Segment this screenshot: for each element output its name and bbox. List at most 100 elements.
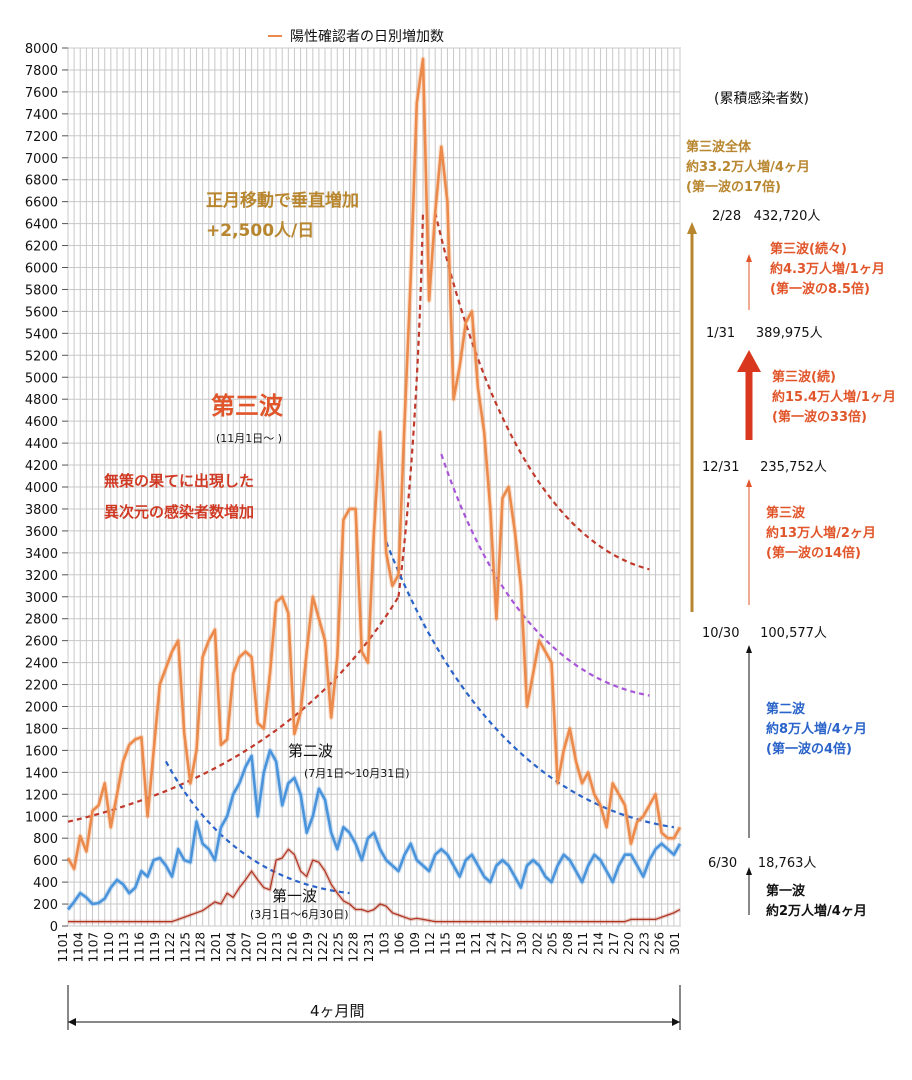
y-tick-label: 4600 (25, 415, 58, 430)
x-tick-label: 1231 (362, 932, 376, 963)
cum-date: 6/30 (708, 856, 738, 871)
third-cont-ratio: (第一波の33倍) (772, 410, 867, 425)
x-tick-label: 124 (484, 932, 498, 955)
musaku-line2: 異次元の感染者数増加 (104, 503, 255, 521)
cumulative-header: (累積感染者数) (714, 91, 809, 107)
cum-row-0630: 6/30 18,763人 (708, 852, 816, 871)
x-tick-label: 1207 (240, 932, 254, 963)
y-tick-label: 2200 (25, 679, 58, 694)
series-line (66, 749, 682, 911)
y-tick-label: 6000 (25, 262, 58, 277)
cum-value: 100,577人 (760, 626, 827, 641)
y-tick-label: 4000 (25, 481, 58, 496)
x-tick-label: 1119 (148, 932, 162, 963)
y-tick-label: 200 (33, 898, 58, 913)
y-tick-label: 6600 (25, 196, 58, 211)
cum-row-0131: 1/31 389,975人 (706, 322, 823, 341)
x-tick-label: 223 (637, 932, 651, 955)
trend-lines (67, 212, 675, 895)
y-tick-label: 4200 (25, 459, 58, 474)
x-tick-label: 214 (592, 932, 606, 955)
y-tick-label: 7000 (25, 152, 58, 167)
y-tick-label: 5400 (25, 327, 58, 342)
cum-date: 10/30 (702, 626, 740, 641)
third-block: 第三波 約13万人増/2ヶ月 (第一波の14倍) (766, 504, 876, 564)
y-tick-label: 7400 (25, 108, 58, 123)
x-tick-label: 1219 (301, 932, 315, 963)
y-tick-label: 1600 (25, 744, 58, 759)
cum-row-1231: 12/31 235,752人 (702, 456, 827, 475)
y-tick-label: 3000 (25, 591, 58, 606)
cum-value: 18,763人 (757, 856, 817, 871)
first-increase: 約2万人増/4ヶ月 (766, 904, 867, 919)
y-tick-label: 7200 (25, 130, 58, 145)
y-tick-label: 6800 (25, 174, 58, 189)
y-tick-label: 2600 (25, 635, 58, 650)
trend-line (440, 453, 650, 697)
y-tick-label: 1400 (25, 766, 58, 781)
y-tick-labels: 0 200 400 600 800 1000 1200 1400 1600 1800 2000 220… (25, 42, 68, 935)
y-tick-label: 0 (50, 920, 58, 935)
shogatsu-line2: +2,500人/日 (206, 221, 315, 241)
second-title: 第二波 (766, 702, 806, 717)
trend-line (385, 541, 675, 829)
third-title: 第三波 (766, 506, 806, 521)
y-tick-label: 6200 (25, 240, 58, 255)
shogatsu-line1: 正月移動で垂直増加 (206, 191, 359, 211)
cum-row-0228: 2/28 432,720人 (712, 205, 820, 224)
third-wave-title: 第三波 (211, 392, 283, 420)
x-tick-label: 1122 (163, 932, 177, 963)
x-tick-label: 217 (607, 932, 621, 955)
y-tick-label: 800 (33, 832, 58, 847)
period-label: 4ヶ月間 (310, 1002, 365, 1020)
x-tick-label: 211 (576, 932, 590, 955)
x-tick-label: 1101 (56, 932, 70, 963)
musaku-line1: 無策の果てに出現した (104, 472, 255, 490)
y-tick-label: 3400 (25, 547, 58, 562)
x-tick-label: 130 (515, 932, 529, 955)
x-tick-label: 1210 (255, 932, 269, 963)
cum-value: 389,975人 (755, 326, 823, 341)
x-tick-label: 205 (546, 932, 560, 955)
second-wave-title: 第二波 (288, 742, 334, 760)
y-tick-label: 3200 (25, 569, 58, 584)
y-tick-label: 4400 (25, 437, 58, 452)
x-tick-label: 103 (377, 932, 391, 955)
x-tick-labels: 1101 1104 1107 1110 1113 1116 1119 1122 1125 1128… (56, 932, 682, 963)
first-wave-period: (3月1日～6月30日) (250, 908, 349, 921)
x-tick-label: 220 (622, 932, 636, 955)
series-lines (65, 56, 683, 924)
y-tick-label: 8000 (25, 42, 58, 57)
x-tick-label: 112 (423, 932, 437, 955)
first-block: 第一波 約2万人増/4ヶ月 (766, 882, 867, 922)
second-block: 第二波 約8万人増/4ヶ月 (第一波の4倍) (766, 700, 867, 760)
y-tick-label: 4800 (25, 393, 58, 408)
x-tick-label: 301 (668, 932, 682, 955)
x-tick-label: 1104 (71, 932, 85, 963)
trend-line (164, 760, 350, 895)
x-tick-label: 115 (439, 932, 453, 955)
third-cont2-block: 第三波(続々) 約4.3万人増/1ヶ月 (第一波の8.5倍) (770, 240, 885, 300)
x-tick-label: 1228 (347, 932, 361, 963)
first-title: 第一波 (766, 884, 806, 899)
third-cont2-ratio: (第一波の8.5倍) (770, 282, 870, 297)
x-tick-label: 202 (530, 932, 544, 955)
y-tick-label: 1000 (25, 810, 58, 825)
y-tick-label: 3800 (25, 503, 58, 518)
x-tick-label: 1116 (133, 932, 147, 963)
period-bracket (67, 985, 681, 1030)
x-tick-label: 226 (653, 932, 667, 955)
cum-row-1030: 10/30 100,577人 (702, 622, 827, 641)
legend: 陽性確認者の日別増加数 (268, 29, 444, 45)
y-tick-label: 6400 (25, 218, 58, 233)
third-increase: 約13万人増/2ヶ月 (766, 526, 876, 541)
second-increase: 約8万人増/4ヶ月 (766, 722, 867, 737)
second-wave-period: (7月1日～10月31日) (304, 767, 410, 780)
x-tick-label: 106 (393, 932, 407, 955)
y-tick-label: 1800 (25, 722, 58, 737)
x-tick-label: 109 (408, 932, 422, 955)
series-line (66, 57, 682, 871)
cum-date: 12/31 (702, 460, 740, 475)
x-tick-label: 1204 (224, 932, 238, 963)
